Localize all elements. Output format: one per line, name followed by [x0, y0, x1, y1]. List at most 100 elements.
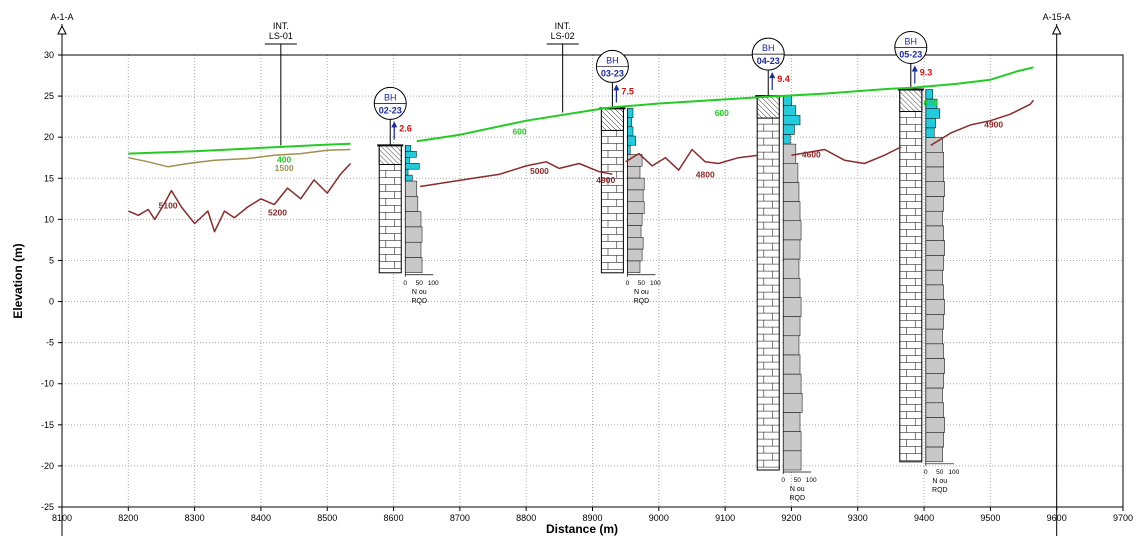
rqd-bar	[627, 144, 631, 155]
hatch-line	[379, 154, 390, 165]
water-arrow-head	[769, 72, 776, 79]
rqd-bar	[782, 95, 792, 106]
y-tick-label: -10	[41, 379, 54, 389]
y-tick-label: 25	[44, 91, 54, 101]
hatch-line	[907, 89, 922, 104]
n-bar	[782, 258, 800, 279]
x-tick-label: 8500	[317, 513, 337, 523]
x-tick-label: 8900	[582, 513, 602, 523]
hatch-line	[601, 125, 607, 131]
section-end-label: A-1-A	[50, 12, 73, 22]
profile-line-0	[128, 142, 351, 155]
intersection-label: LS-01	[269, 31, 293, 41]
y-tick-label: -20	[41, 461, 54, 471]
n-bar	[627, 201, 645, 214]
n-bar	[627, 260, 641, 274]
hatch-line	[757, 107, 768, 119]
rqd-bar	[404, 168, 409, 176]
line-annotation: 4900	[984, 119, 1003, 129]
line-annotation: 4900	[596, 175, 615, 185]
borehole-label: BH	[384, 92, 397, 102]
hatch-line	[614, 108, 624, 118]
n-bar	[925, 328, 943, 345]
n-bar	[782, 182, 800, 202]
n-bar	[925, 446, 943, 463]
grid	[61, 54, 1124, 508]
section-end-triangle	[57, 24, 67, 35]
y-tick-label: -5	[46, 338, 54, 348]
borehole-id: 05-23	[899, 50, 922, 60]
n-bar	[925, 417, 945, 433]
n-bar	[782, 143, 797, 164]
borehole-id: 02-23	[379, 105, 402, 115]
n-bar	[627, 248, 643, 262]
graph-tick-label: 50	[416, 280, 424, 287]
y-tick-label: 20	[44, 132, 54, 142]
n-bar	[782, 393, 803, 413]
x-tick-label: 8800	[516, 513, 536, 523]
line-annotation: 600	[715, 108, 729, 118]
n-bar	[925, 373, 944, 389]
x-tick-label: 8600	[384, 513, 404, 523]
n-bar	[782, 354, 801, 375]
hatch-line	[757, 112, 763, 119]
hatch-line	[379, 159, 385, 165]
borehole-label: BH	[762, 43, 775, 53]
n-bar	[627, 237, 644, 250]
n-bar	[627, 213, 643, 226]
hatch-line	[765, 95, 780, 111]
section-end-label: A-15-A	[1043, 12, 1071, 22]
n-bar	[925, 210, 943, 227]
n-bar	[925, 387, 943, 404]
n-bar	[925, 284, 944, 300]
borehole-column	[600, 107, 624, 274]
rqd-bar	[782, 115, 801, 126]
rqd-bar	[404, 145, 412, 152]
profile-line-2	[625, 148, 759, 171]
line-annotation: 600	[512, 127, 526, 137]
hatch-line	[757, 102, 773, 119]
line-annotation: 4600	[802, 150, 821, 160]
graph-axis-title: RQD	[789, 495, 805, 502]
hatch-line	[601, 110, 622, 131]
rqd-bar	[925, 127, 935, 138]
water-arrow-head	[613, 84, 620, 91]
graph-axis-title: RQD	[634, 298, 650, 305]
n-bar	[782, 201, 801, 222]
graph-tick-label: 0	[924, 469, 928, 476]
n-bar	[925, 181, 945, 197]
n-bar	[404, 211, 422, 228]
graph-tick-label: 50	[794, 477, 802, 484]
water-level-value: 9.4	[777, 74, 790, 84]
n-bar	[782, 220, 802, 241]
profile-line-2	[791, 146, 902, 165]
n-bar	[404, 180, 418, 197]
graph-tick-label: 0	[626, 280, 630, 287]
n-bar	[404, 196, 419, 212]
borehole-label: BH	[905, 37, 918, 47]
graph-axis-title: N ou	[634, 289, 649, 296]
n-bar	[627, 225, 642, 238]
graph-axis-title: N ou	[412, 289, 427, 296]
rqd-bar	[925, 118, 936, 129]
x-tick-label: 9200	[781, 513, 801, 523]
line-annotation: 400	[277, 155, 291, 165]
graph-axis-title: RQD	[932, 487, 948, 494]
graph-tick-label: 100	[948, 469, 959, 476]
n-bar	[925, 152, 944, 168]
graph-tick-label: 100	[428, 280, 439, 287]
hatch-line	[384, 145, 402, 162]
x-tick-label: 8200	[118, 513, 138, 523]
hatch-line	[899, 101, 910, 112]
rqd-bar	[404, 151, 417, 158]
n-bar	[404, 241, 422, 258]
n-bar	[925, 269, 943, 286]
rqd-bar	[404, 162, 420, 170]
y-axis-label: Elevation (m)	[11, 243, 25, 318]
graph-axis-title: N ou	[932, 478, 947, 485]
x-tick-label: 9700	[1113, 513, 1133, 523]
graph-tick-label: 50	[936, 469, 944, 476]
profile-line-0	[416, 66, 1034, 143]
